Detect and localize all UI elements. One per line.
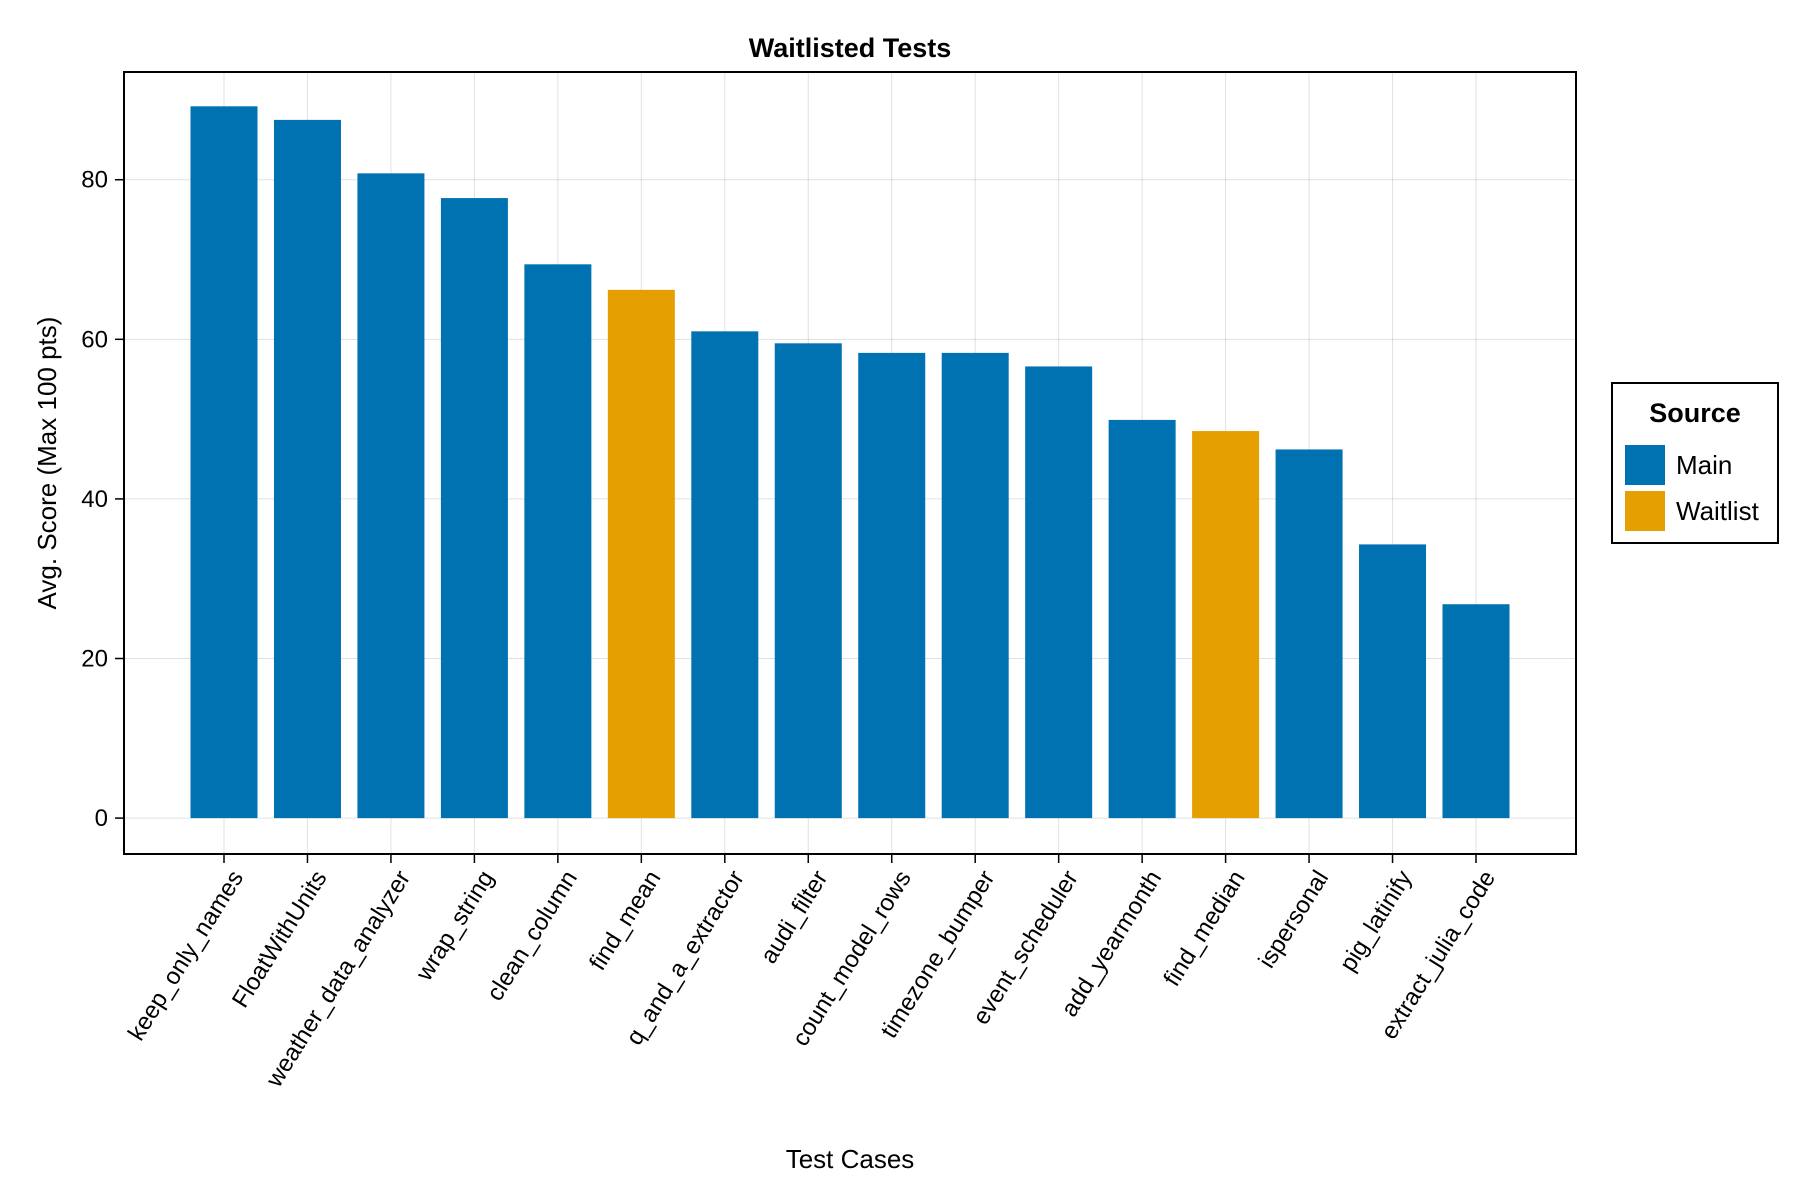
y-tick-label: 40: [81, 486, 108, 513]
legend-swatch-waitlist: [1625, 491, 1665, 531]
y-tick-label: 0: [95, 805, 108, 832]
x-axis-label: Test Cases: [786, 1144, 915, 1174]
bar-find_median: [1192, 431, 1260, 819]
bars: [190, 106, 1510, 819]
bar-clean_column: [524, 264, 592, 819]
y-tick-label: 80: [81, 167, 108, 194]
bar-timezone_bumper: [941, 352, 1009, 819]
legend-title: Source: [1649, 398, 1741, 428]
y-tick-label: 20: [81, 646, 108, 673]
bar-find_mean: [607, 289, 675, 819]
bar-wrap_string: [440, 198, 508, 819]
plot-frame: [123, 71, 1577, 855]
bar-keep_only_names: [190, 106, 258, 819]
bar-add_yearmonth: [1108, 419, 1176, 819]
bar-weather_data_analyzer: [357, 173, 425, 819]
y-axis: 0 20 40 60 80: [81, 167, 124, 832]
y-tick-label: 60: [81, 326, 108, 353]
bar-pig_latinify: [1359, 544, 1427, 819]
bar-q_and_a_extractor: [691, 331, 759, 819]
bar-FloatWithUnits: [273, 119, 341, 819]
bar-ispersonal: [1275, 449, 1343, 819]
y-axis-label: Avg. Score (Max 100 pts): [32, 317, 62, 610]
legend-swatch-main: [1625, 445, 1665, 485]
chart-title: Waitlisted Tests: [749, 33, 952, 63]
legend-label-waitlist: Waitlist: [1676, 496, 1760, 526]
bar-extract_julia_code: [1442, 604, 1510, 819]
bar-count_model_rows: [858, 352, 926, 819]
legend-items: Main Waitlist: [1625, 445, 1760, 531]
bar-audi_filter: [774, 343, 842, 819]
bar-event_scheduler: [1025, 366, 1093, 819]
legend: Source Main Waitlist: [1611, 382, 1779, 544]
legend-label-main: Main: [1676, 450, 1732, 480]
